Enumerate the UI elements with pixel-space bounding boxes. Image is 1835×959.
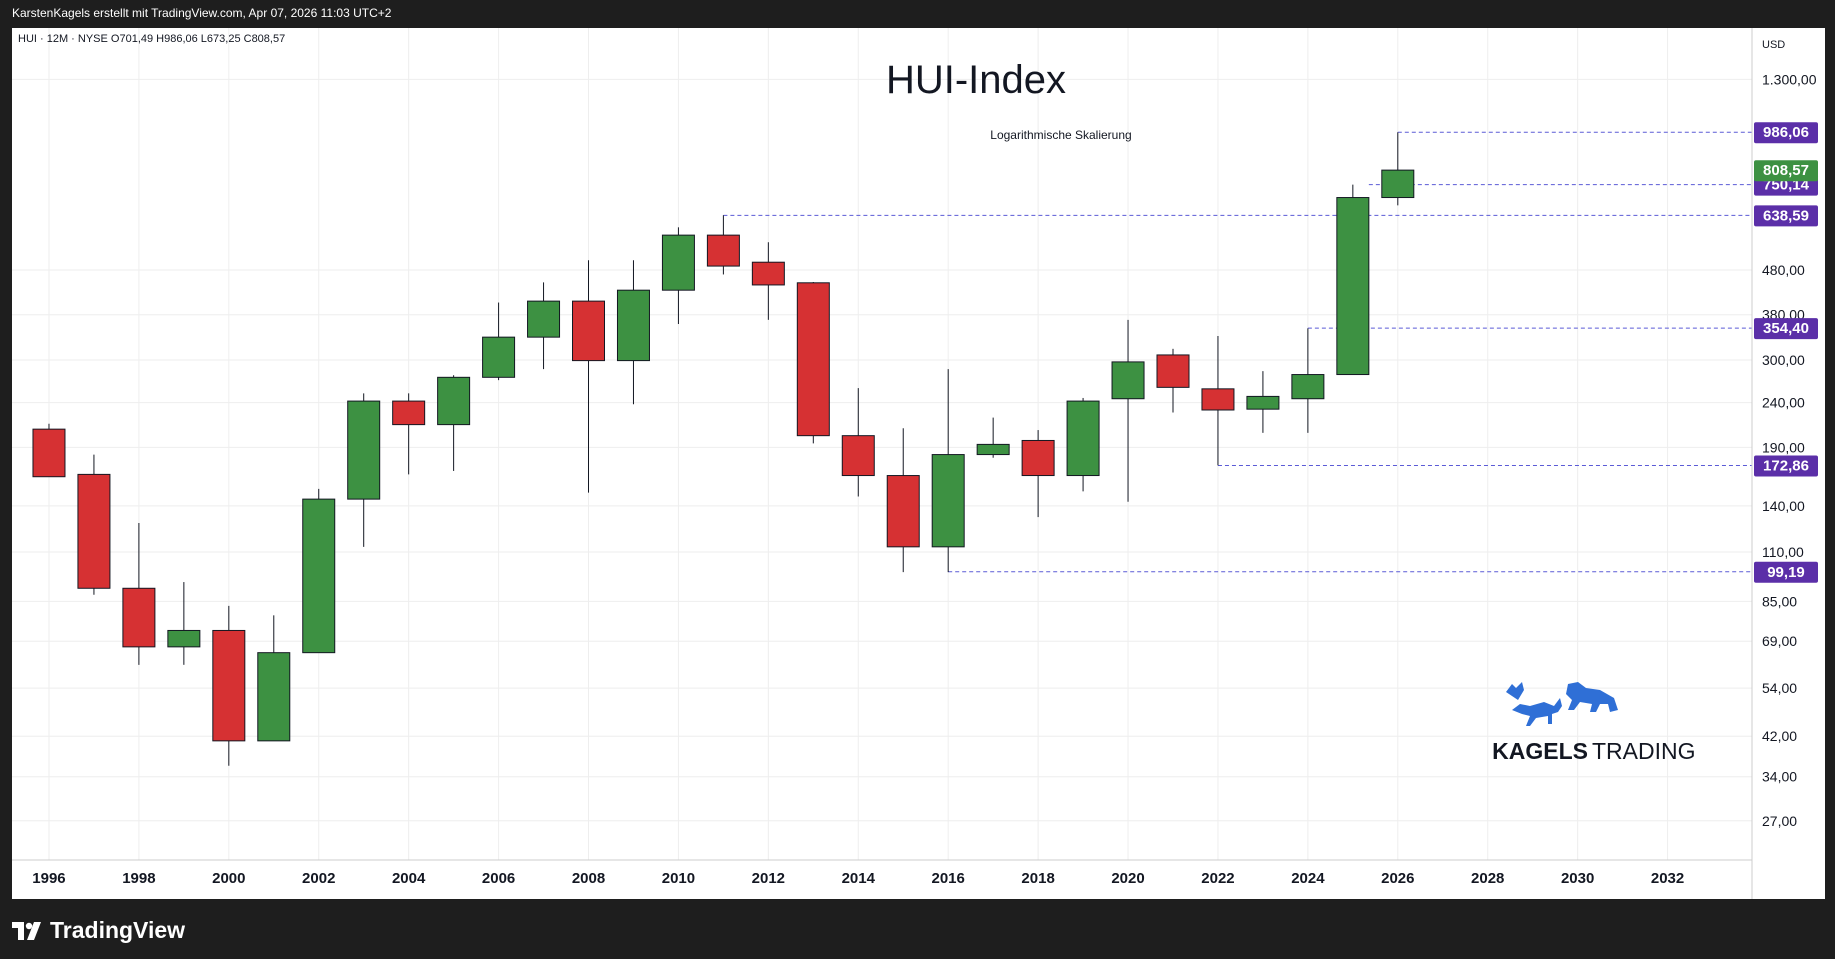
x-tick-label: 2004 xyxy=(392,870,426,887)
candle-body xyxy=(77,473,111,589)
price-levels xyxy=(723,131,1752,573)
x-tick-label: 2022 xyxy=(1201,870,1234,887)
candle-body xyxy=(886,475,920,548)
candle-body xyxy=(482,336,516,378)
x-tick-label: 2018 xyxy=(1021,870,1054,887)
candle-body xyxy=(527,300,561,338)
symbol-ohlc: HUI · 12M · NYSE O701,49 H986,06 L673,25… xyxy=(18,33,286,45)
x-tick-label: 2024 xyxy=(1291,870,1325,887)
kagels-logo: KAGELS TRADING xyxy=(1492,682,1696,764)
chart-subtitle: Logarithmische Skalierung xyxy=(990,128,1132,142)
candle-body xyxy=(1381,169,1415,199)
x-tick-label: 2014 xyxy=(842,870,876,887)
y-tick-label: 54,00 xyxy=(1762,680,1797,696)
attribution-text: KarstenKagels erstellt mit TradingView.c… xyxy=(12,6,392,20)
candle-body xyxy=(347,400,381,500)
candle-body xyxy=(1246,395,1280,410)
y-tick-label: 190,00 xyxy=(1762,439,1805,455)
candle-body xyxy=(572,300,606,362)
candles xyxy=(32,132,1415,766)
candle-body xyxy=(302,498,336,654)
candle-body xyxy=(212,629,246,742)
y-tick-label: 27,00 xyxy=(1762,813,1797,829)
axes: 1.300,00480,00380,00300,00240,00190,0014… xyxy=(12,28,1818,899)
y-tick-label: 140,00 xyxy=(1762,498,1805,514)
footer-bar: TradingView xyxy=(0,899,1835,959)
candle-body xyxy=(661,234,695,291)
price-marker-label: 638,59 xyxy=(1763,207,1809,224)
candle-body xyxy=(931,454,965,548)
attribution-bar: KarstenKagels erstellt mit TradingView.c… xyxy=(0,0,1835,26)
candle-body xyxy=(1201,388,1235,411)
y-tick-label: 69,00 xyxy=(1762,633,1797,649)
x-tick-label: 1998 xyxy=(122,870,155,887)
kagels-word: KAGELS xyxy=(1492,738,1588,764)
candle-body xyxy=(841,435,875,477)
x-tick-label: 2026 xyxy=(1381,870,1414,887)
bear-icon xyxy=(1566,682,1618,712)
price-marker xyxy=(1754,205,1818,227)
price-marker xyxy=(1754,318,1818,340)
y-tick-label: 300,00 xyxy=(1762,352,1805,368)
chart-panel[interactable]: 1.300,00 480,00 380,00 300,00 240,00 190,00 14… xyxy=(12,28,1825,899)
candle-body xyxy=(1021,439,1055,477)
price-marker xyxy=(1754,122,1818,144)
price-marker-label: 808,57 xyxy=(1763,162,1809,179)
x-tick-label: 2012 xyxy=(752,870,785,887)
candle-body xyxy=(751,261,785,286)
x-tick-label: 2000 xyxy=(212,870,245,887)
candle-body xyxy=(1291,374,1325,400)
price-marker-label: 99,19 xyxy=(1767,564,1805,581)
tradingview-logo[interactable]: TradingView xyxy=(12,917,185,944)
y-tick-label: 42,00 xyxy=(1762,728,1797,744)
x-tick-label: 2008 xyxy=(572,870,605,887)
candle-body xyxy=(1156,354,1190,388)
price-marker xyxy=(1754,561,1818,583)
y-tick-label: 110,00 xyxy=(1762,544,1804,560)
candle-body xyxy=(976,443,1010,456)
x-tick-label: 2020 xyxy=(1111,870,1144,887)
y-tick-label: 480,00 xyxy=(1762,262,1805,278)
y-tick-label: 240,00 xyxy=(1762,395,1805,411)
candle-body xyxy=(167,629,201,648)
chart-title: HUI-Index xyxy=(885,58,1067,102)
candle-body xyxy=(1336,197,1370,376)
candle-body xyxy=(1066,400,1100,477)
currency-label: USD xyxy=(1762,39,1785,51)
x-tick-label: 2028 xyxy=(1471,870,1504,887)
x-tick-label: 1996 xyxy=(32,870,65,887)
price-marker xyxy=(1754,160,1818,182)
candle-body xyxy=(706,234,740,267)
price-marker-label: 986,06 xyxy=(1763,124,1809,141)
x-tick-label: 2006 xyxy=(482,870,515,887)
price-marker-label: 172,86 xyxy=(1763,457,1809,474)
candle-body xyxy=(32,428,66,478)
price-marker-label: 354,40 xyxy=(1763,320,1809,337)
y-tick-label: 85,00 xyxy=(1762,593,1797,609)
candle-body xyxy=(392,400,426,426)
candle-body xyxy=(257,652,291,742)
x-tick-label: 2010 xyxy=(662,870,695,887)
x-tick-label: 2002 xyxy=(302,870,335,887)
candle-body xyxy=(1111,361,1145,400)
candle-body xyxy=(437,376,471,426)
candle-body xyxy=(796,282,830,437)
bull-icon xyxy=(1506,682,1562,726)
x-tick-label: 2016 xyxy=(932,870,965,887)
tradingview-icon xyxy=(12,921,41,940)
candle-body xyxy=(122,587,156,648)
trading-word: TRADING xyxy=(1592,738,1696,764)
y-tick-label: 34,00 xyxy=(1762,769,1797,785)
x-tick-label: 2032 xyxy=(1651,870,1684,887)
tradingview-wordmark: TradingView xyxy=(50,917,186,943)
candle-body xyxy=(616,289,650,362)
price-marker xyxy=(1754,455,1818,477)
y-tick-label: 1.300,00 xyxy=(1762,71,1817,87)
x-tick-label: 2030 xyxy=(1561,870,1594,887)
chart-svg[interactable]: 1.300,00480,00380,00300,00240,00190,0014… xyxy=(12,28,1825,899)
